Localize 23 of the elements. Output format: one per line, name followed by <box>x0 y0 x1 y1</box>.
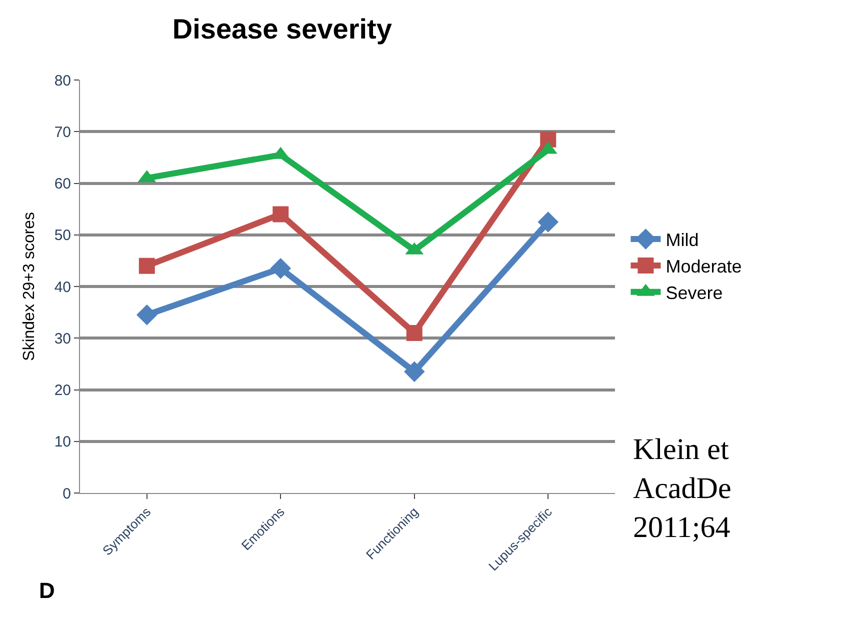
point <box>538 212 559 232</box>
y-tick-label: 0 <box>62 485 71 502</box>
point <box>270 258 292 279</box>
text: Klein et AcadDe 2011;64 <box>633 433 732 544</box>
chart-title: Disease severity <box>172 13 392 44</box>
y-tick-label: 20 <box>54 382 71 399</box>
legend-label: Mild <box>666 230 699 250</box>
point <box>272 206 289 222</box>
legend-label: Moderate <box>666 256 742 276</box>
y-tick-label: 60 <box>54 176 71 192</box>
point <box>136 304 158 326</box>
y-tick-label: 30 <box>54 330 71 348</box>
y-tick-label: 70 <box>54 124 71 141</box>
point <box>404 361 425 382</box>
text: D <box>39 578 55 603</box>
y-tick-label: 40 <box>54 278 71 296</box>
legend-label: Severe <box>666 282 723 303</box>
y-axis-title: Skindex 29+3 scores <box>21 212 38 361</box>
point <box>138 258 155 274</box>
y-tick-label: 80 <box>54 72 71 90</box>
point <box>406 324 422 341</box>
y-tick-label: 50 <box>54 227 71 244</box>
y-tick-label: 10 <box>54 434 71 451</box>
